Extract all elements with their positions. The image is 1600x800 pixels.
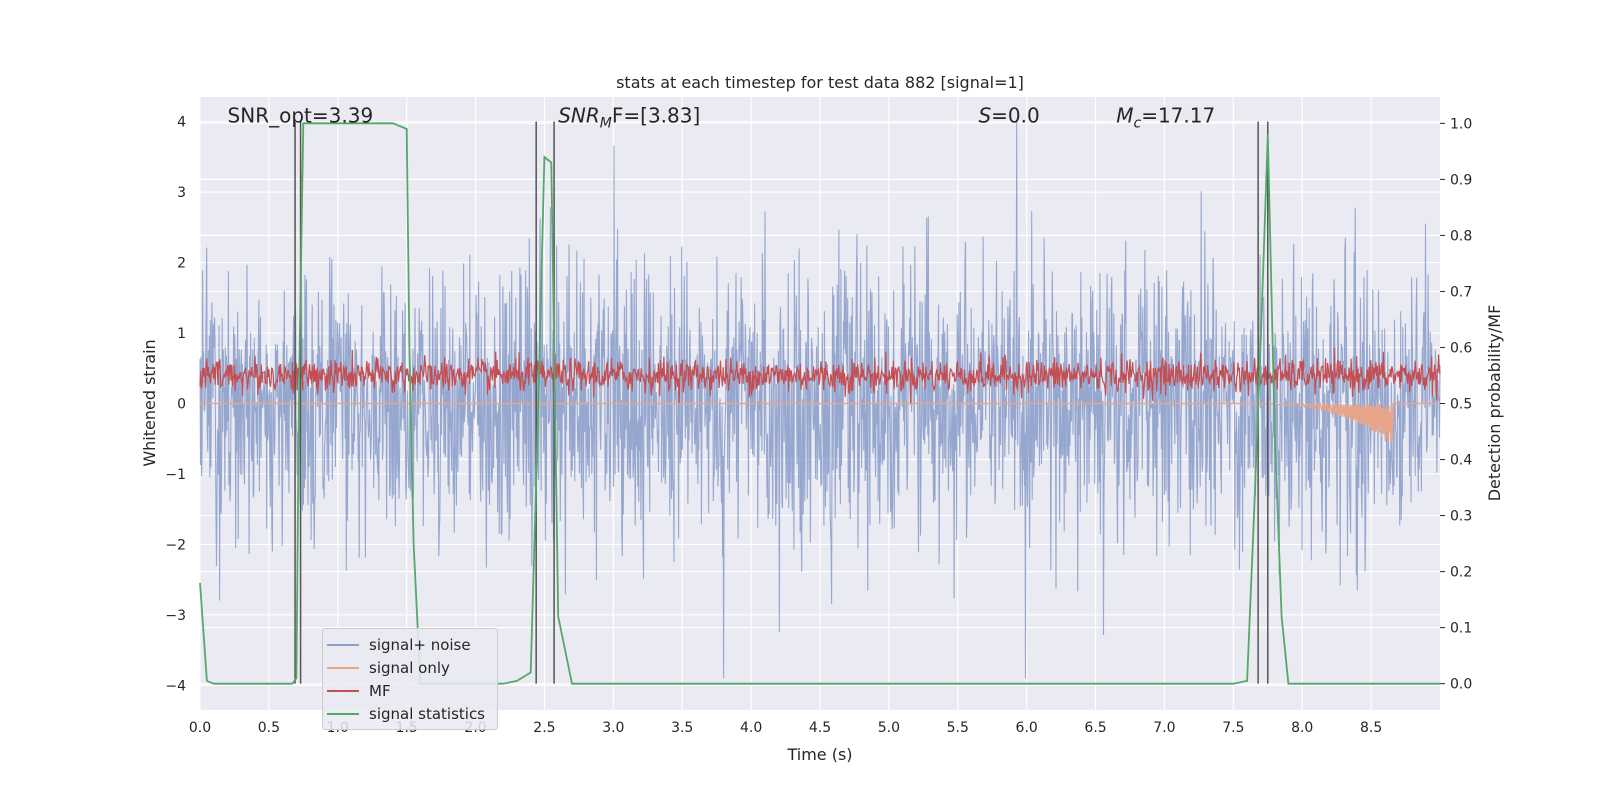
y-tick-label-right: 0.5 xyxy=(1450,397,1472,413)
legend-label: MF xyxy=(369,681,391,700)
y-tick-label-left: 1 xyxy=(177,326,186,342)
y-tick-labels-right: 0.0 0.1 0.2 0.3 0.4 0.5 0.6 0.7 0.8 0.9 1.0 xyxy=(1440,116,1472,693)
y-tick-label-left: 0 xyxy=(177,397,186,413)
legend-swatch xyxy=(327,689,359,692)
x-tick-label: 0.0 xyxy=(189,720,211,736)
x-tick-label: 7.5 xyxy=(1222,720,1244,736)
x-axis-label: Time (s) xyxy=(786,745,852,764)
y-tick-label-left: 3 xyxy=(177,185,186,201)
y-tick-label-right: 0.7 xyxy=(1450,284,1472,300)
y-axis-label-right: Detection probability/MF xyxy=(1485,305,1504,502)
legend-item: MF xyxy=(323,679,497,702)
y-tick-labels-left: −4 −3 −2 −1 0 1 2 3 4 xyxy=(165,115,186,695)
x-tick-label: 4.5 xyxy=(809,720,831,736)
x-tick-label: 4.0 xyxy=(740,720,762,736)
x-tick-label: 2.5 xyxy=(533,720,555,736)
legend-label: signal+ noise xyxy=(369,635,471,654)
annotation: SNRMF=[3.83] xyxy=(558,104,700,132)
x-tick-label: 6.5 xyxy=(1084,720,1106,736)
y-tick-label-right: 0.9 xyxy=(1450,172,1472,188)
x-tick-label: 5.0 xyxy=(878,720,900,736)
legend-label: signal statistics xyxy=(369,704,486,723)
signal-only-series xyxy=(200,401,1440,443)
legend-swatch xyxy=(327,643,359,646)
y-tick-label-left: 4 xyxy=(177,115,186,131)
x-tick-label: 3.0 xyxy=(602,720,624,736)
y-tick-label-left: 2 xyxy=(177,256,186,272)
x-tick-label: 3.5 xyxy=(671,720,693,736)
annotation: S=0.0 xyxy=(978,104,1039,128)
x-tick-label: 6.0 xyxy=(1016,720,1038,736)
legend-swatch xyxy=(327,666,359,669)
legend-item: signal statistics xyxy=(323,702,497,725)
chart-title: stats at each timestep for test data 882… xyxy=(616,73,1024,92)
y-tick-label-left: −1 xyxy=(165,467,186,483)
mf-line xyxy=(199,347,1441,404)
annotation: SNR_opt=3.39 xyxy=(228,104,374,128)
legend-label: signal only xyxy=(369,658,450,677)
signal-only-line xyxy=(200,401,1440,443)
mf-series xyxy=(199,347,1441,404)
y-tick-label-right: 0.3 xyxy=(1450,509,1472,525)
y-tick-label-right: 0.1 xyxy=(1450,621,1472,637)
signal-noise-series xyxy=(199,121,1441,679)
y-tick-label-right: 0.4 xyxy=(1450,453,1472,469)
y-tick-label-right: 1.0 xyxy=(1450,116,1472,132)
x-tick-label: 7.0 xyxy=(1153,720,1175,736)
legend: signal+ noise signal only MF signal stat… xyxy=(322,628,498,730)
x-tick-label: 0.5 xyxy=(258,720,280,736)
y-tick-label-left: −3 xyxy=(165,608,186,624)
annotation: Mc=17.17 xyxy=(1116,104,1215,132)
legend-swatch xyxy=(327,712,359,715)
annotations: SNR_opt=3.39 SNRMF=[3.83] S=0.0 Mc=17.17 xyxy=(228,104,1216,132)
y-axis-label-left: Whitened strain xyxy=(140,339,159,466)
y-tick-label-right: 0.6 xyxy=(1450,340,1472,356)
y-tick-label-left: −2 xyxy=(165,537,186,553)
signal-noise-line xyxy=(199,121,1441,679)
x-tick-label: 8.0 xyxy=(1291,720,1313,736)
x-tick-label: 8.5 xyxy=(1360,720,1382,736)
legend-item: signal+ noise xyxy=(323,633,497,656)
x-tick-label: 5.5 xyxy=(947,720,969,736)
legend-item: signal only xyxy=(323,656,497,679)
y-tick-label-right: 0.2 xyxy=(1450,565,1472,581)
y-tick-label-right: 0.8 xyxy=(1450,228,1472,244)
y-tick-label-left: −4 xyxy=(165,678,186,694)
y-tick-label-right: 0.0 xyxy=(1450,677,1472,693)
